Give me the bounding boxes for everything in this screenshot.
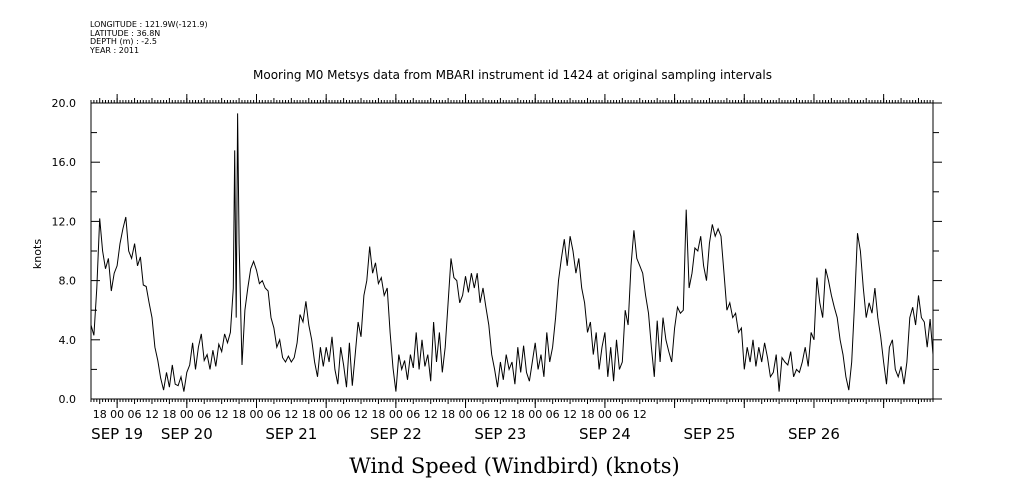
x-tick-label: 12	[215, 408, 229, 421]
x-date-label: SEP 25	[683, 425, 735, 443]
x-tick-label: 12	[284, 408, 298, 421]
y-tick-label: 12.0	[52, 215, 77, 228]
chart-title: Mooring M0 Metsys data from MBARI instru…	[253, 68, 772, 82]
x-tick-label: 12	[145, 408, 159, 421]
x-date-label: SEP 23	[474, 425, 526, 443]
y-tick-label: 20.0	[52, 97, 77, 110]
x-tick-label: 18	[93, 408, 107, 421]
x-date-label: SEP 21	[265, 425, 317, 443]
x-tick-label: 06	[337, 408, 351, 421]
x-tick-label: 12	[633, 408, 647, 421]
x-tick-label: 18	[162, 408, 176, 421]
x-tick-label: 06	[615, 408, 629, 421]
x-tick-label: 12	[354, 408, 368, 421]
x-tick-label: 00	[528, 408, 542, 421]
y-tick-label: 4.0	[59, 334, 77, 347]
x-tick-label: 00	[110, 408, 124, 421]
x-tick-label: 00	[249, 408, 263, 421]
meta-depth: DEPTH (m) : -2.5	[90, 37, 157, 46]
axis-ticks	[90, 94, 942, 408]
x-date-label: SEP 24	[579, 425, 631, 443]
x-tick-label: 12	[493, 408, 507, 421]
x-date-label: SEP 22	[370, 425, 422, 443]
wind-speed-line	[90, 113, 934, 392]
x-tick-label: 06	[197, 408, 211, 421]
x-tick-label: 00	[319, 408, 333, 421]
x-axis-title: Wind Speed (Windbird) (knots)	[349, 454, 680, 478]
x-tick-label: 18	[441, 408, 455, 421]
axis-labels: 0.04.08.012.016.020.018 00 06 12 18 00 06 12 18 0…	[52, 97, 840, 443]
meta-year: YEAR : 2011	[90, 45, 140, 55]
x-tick-label: 18	[511, 408, 525, 421]
x-tick-label: 06	[406, 408, 420, 421]
y-axis-label: knots	[31, 239, 44, 269]
y-tick-label: 8.0	[59, 275, 77, 288]
x-tick-label: 18	[302, 408, 316, 421]
y-tick-label: 16.0	[52, 156, 77, 169]
x-date-label: SEP 26	[788, 425, 840, 443]
x-tick-label: 18	[371, 408, 385, 421]
x-tick-label: 06	[476, 408, 490, 421]
x-tick-label: 00	[180, 408, 194, 421]
meta-longitude: LONGITUDE : 121.9W(-121.9)	[90, 20, 208, 29]
series-wind-speed	[90, 113, 934, 392]
metadata-block: LONGITUDE : 121.9W(-121.9) LATITUDE : 36…	[90, 20, 208, 55]
y-tick-label: 0.0	[59, 393, 77, 406]
x-tick-label: 12	[424, 408, 438, 421]
x-tick-label: 18	[232, 408, 246, 421]
x-tick-label: 18	[580, 408, 594, 421]
x-tick-label: 00	[389, 408, 403, 421]
x-date-label: SEP 20	[161, 425, 213, 443]
x-tick-label: 06	[267, 408, 281, 421]
x-date-label: SEP 19	[91, 425, 143, 443]
x-tick-label: 00	[598, 408, 612, 421]
meta-latitude: LATITUDE : 36.8N	[90, 28, 161, 38]
x-tick-label: 06	[128, 408, 142, 421]
x-tick-label: 12	[563, 408, 577, 421]
x-tick-label: 00	[459, 408, 473, 421]
x-tick-label: 06	[546, 408, 560, 421]
